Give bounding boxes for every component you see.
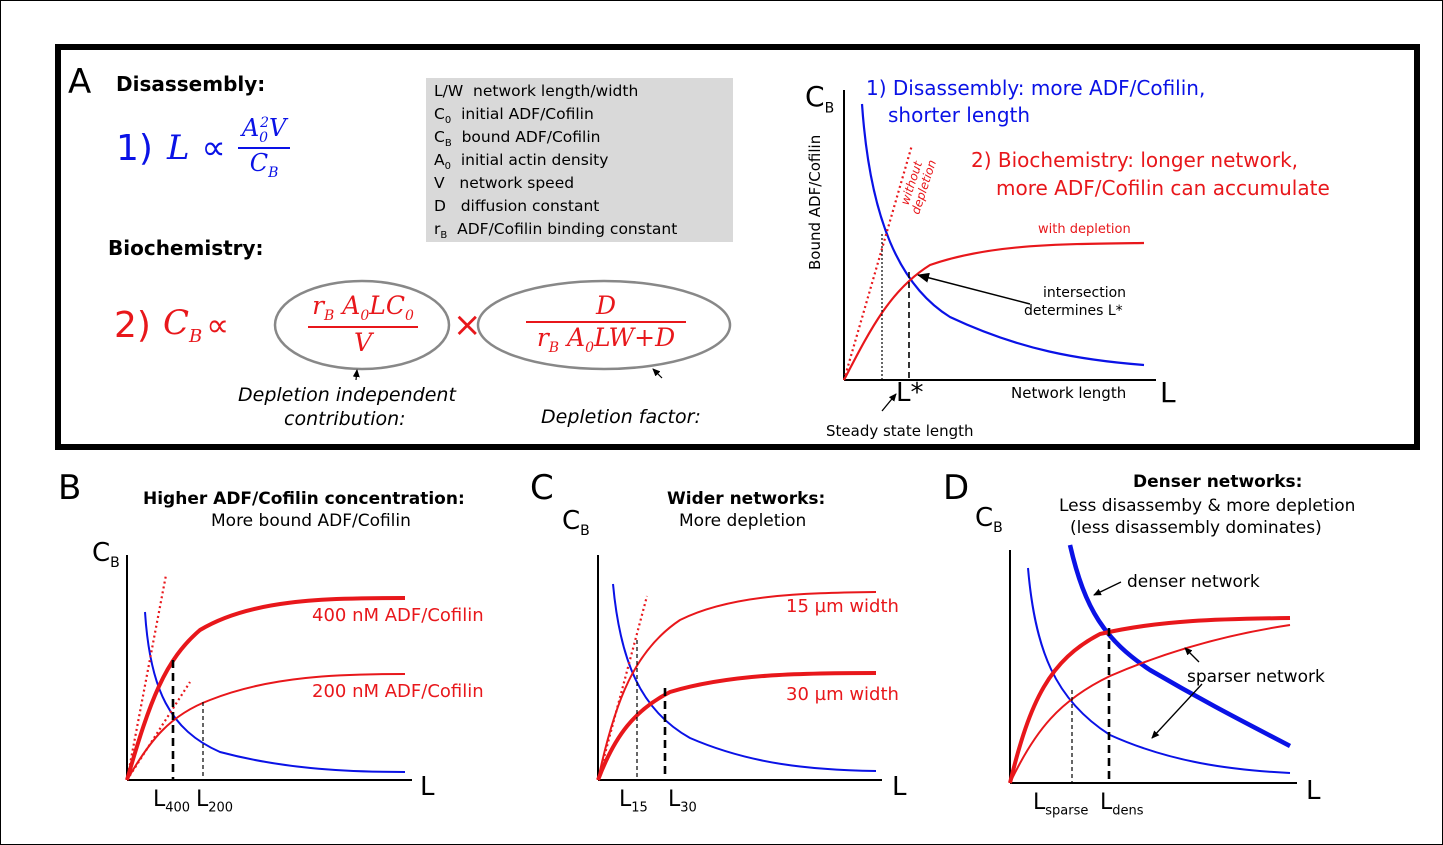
eq2-f2-num: D [525,292,687,324]
graph-a-y-label: CB [805,80,835,117]
panel-d-title: Denser networks: [1133,472,1303,492]
arrow-depletion-independent [352,369,360,381]
graph-b [125,555,412,781]
graph-a-x-axis-title: Network length [1011,384,1127,402]
legend-row-c0: C0 initial ADF/Cofilin [434,105,594,127]
panel-a-label: A [68,62,92,102]
panel-b-label: B [58,468,82,508]
eq1-lhs: L [166,128,190,168]
graph-b-curve-400 [125,596,406,781]
eq1-rel: ∝ [201,128,226,168]
ellipse-depletion-factor [476,279,732,371]
panel-c-curve-15-label: 15 µm width [786,596,899,617]
graph-a-blue-line2: shorter length [888,103,1031,127]
graph-a-intersection-2: determines L* [1024,303,1123,319]
panel-b-subtitle: More bound ADF/Cofilin [211,511,411,531]
graph-d-denser-arrow [1093,581,1122,596]
panel-d-tick-sparse: Lsparse [1033,790,1089,819]
graph-c-curve-30 [596,671,877,781]
panel-c-title: Wider networks: [667,489,826,509]
eq2-rel: ∝ [206,306,230,344]
panel-c-tick-15: L15 [619,787,648,816]
graph-a-steady-state-arrow [881,393,897,412]
panel-c-tick-30: L30 [668,787,697,816]
eq2-lhs: CB [162,303,203,347]
biochem-header: Biochemistry: [108,236,264,260]
graph-d-sparser-arrow-2 [1151,683,1203,739]
disassembly-header: Disassembly: [116,72,266,96]
eq2-f2-den: rB A0LW+D [536,323,676,357]
panel-d-tick-dens: Ldens [1100,790,1144,819]
legend-row-a0: A0 initial actin density [434,151,609,173]
panel-b-y-label: CB [92,538,120,572]
graph-b-disassembly-curve [144,611,406,773]
graph-d [1008,544,1297,784]
panel-b-title: Higher ADF/Cofilin concentration: [143,489,465,509]
panel-b-tick-400: L400 [153,787,191,816]
panel-d-label: D [943,468,970,508]
arrow-depletion-factor [652,368,663,379]
legend-row-cb: CB bound ADF/Cofilin [434,128,601,150]
eq1-fraction: A02V CB [237,115,291,181]
graph-a-blue-line1: 1) Disassembly: more ADF/Cofilin, [866,76,1206,100]
panel-c-subtitle: More depletion [679,511,807,531]
equation-1: 1) L ∝ A02V CB [116,108,291,188]
graph-d-dense-depletion [1008,616,1291,784]
graph-d-sparser-arrow-1 [1184,647,1200,663]
panel-d-subtitle-2: (less disassembly dominates) [1070,518,1322,538]
graph-d-sparse-depletion [1009,624,1291,784]
eq1-number: 1) [116,127,153,169]
panel-c-y-label: CB [562,506,590,540]
graph-a-red-line2: more ADF/Cofilin can accumulate [996,176,1330,200]
graph-a-depletion-curve [843,241,1145,381]
graph-a-x-label: L [1160,376,1176,409]
graph-c-no-depletion [596,595,649,781]
note-depletion-independent-2: contribution: [284,408,406,430]
graph-a [842,90,1156,412]
eq2-f1-den: V [353,327,373,357]
graph-a-y-axis-title: Bound ADF/Cofilin [806,134,824,270]
panel-d-x-label: L [1306,776,1321,806]
panel-d-y-label: CB [975,503,1003,537]
graph-a-steady-state: Steady state length [826,422,974,440]
ellipse-depletion-independent [273,279,451,371]
legend-row-d: D diffusion constant [434,197,600,215]
note-depletion-independent-1: Depletion independent [238,384,456,406]
panel-c-curve-30-label: 30 µm width [786,684,899,705]
graph-a-disassembly-curve [860,103,1145,367]
panel-d-sparser-label: sparser network [1187,667,1325,687]
legend-row-rb: rB ADF/Cofilin binding constant [434,220,678,242]
legend-row-v: V network speed [434,174,575,192]
panel-c-x-label: L [892,772,907,802]
graph-c-disassembly-curve [612,583,877,772]
legend-row-lw: L/W network length/width [434,82,639,100]
panel-b-tick-200: L200 [196,787,234,816]
graph-a-with-depletion: with depletion [1038,222,1131,237]
graph-a-no-depletion-line [842,144,914,381]
eq2-f1-num: rB A0LC0 [308,292,418,328]
eq2-times: × [453,305,482,345]
legend-box: L/W network length/width C0 initial ADF/… [426,78,733,242]
eq2-fraction-1: rB A0LC0 V [285,292,441,357]
graph-a-lstar: L* [896,378,924,408]
graph-a-intersection-1: intersection [1043,285,1127,301]
note-depletion-factor: Depletion factor: [541,406,701,428]
panel-b-curve-400-label: 400 nM ADF/Cofilin [312,605,484,626]
equation-2: 2) CB ∝ [114,290,233,360]
panel-b-curve-200-label: 200 nM ADF/Cofilin [312,681,484,702]
graph-a-intersection-arrow [917,272,1031,305]
graph-c [596,555,882,781]
panel-b-x-label: L [420,772,435,802]
panel-d-subtitle-1: Less disassemby & more depletion [1059,496,1356,516]
panel-c-label: C [530,468,554,508]
eq2-number: 2) [114,304,151,346]
graph-d-dense-disassembly [1067,544,1292,748]
eq2-fraction-2: D rB A0LW+D [484,292,728,357]
panel-a-box [55,44,1420,450]
panel-d-denser-label: denser network [1127,572,1260,592]
graph-a-red-line1: 2) Biochemistry: longer network, [971,148,1299,172]
